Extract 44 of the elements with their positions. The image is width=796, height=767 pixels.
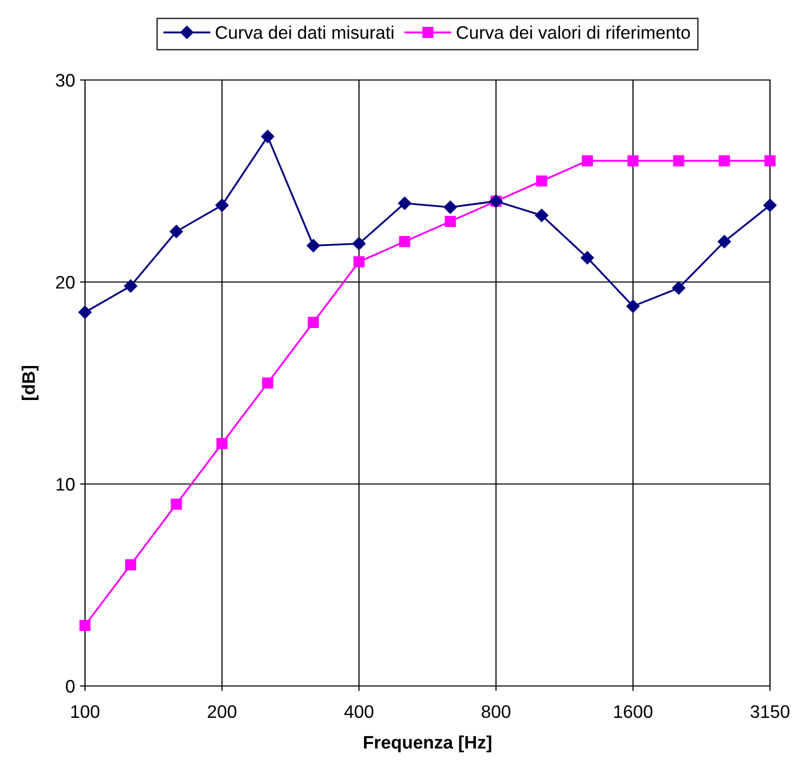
point: [262, 377, 274, 389]
point: [261, 130, 274, 144]
point: [78, 306, 92, 319]
x-tick-label: 400: [344, 705, 374, 718]
y-tick-label: 0: [66, 680, 75, 693]
x-tick-label: 3150: [750, 705, 790, 718]
y-axis-title: [dB]: [22, 366, 39, 400]
point: [170, 224, 183, 238]
point: [215, 198, 229, 212]
point: [353, 256, 365, 268]
point: [216, 438, 228, 450]
point: [124, 279, 138, 293]
point: [125, 559, 136, 570]
point: [718, 235, 731, 248]
y-tick-label: 20: [56, 276, 75, 289]
point: [718, 155, 730, 166]
y-tick-label: 10: [56, 478, 75, 491]
point: [673, 155, 684, 166]
point: [79, 620, 91, 631]
point: [626, 300, 640, 313]
x-tick-label: 1600: [614, 705, 652, 718]
point: [763, 198, 777, 212]
point: [627, 155, 639, 166]
x-axis-title: Frequenza [Hz]: [364, 735, 492, 752]
point: [352, 237, 366, 250]
point: [306, 239, 320, 252]
point: [580, 251, 594, 264]
point: [398, 196, 412, 210]
x-tick-label: 100: [71, 705, 100, 718]
point: [444, 200, 457, 214]
x-tick-label: 200: [208, 705, 236, 718]
point: [170, 498, 182, 510]
x-tick-label: 800: [482, 705, 510, 718]
point: [582, 155, 593, 166]
point: [672, 281, 686, 295]
point: [536, 175, 548, 187]
point: [535, 208, 548, 222]
point: [764, 155, 776, 166]
point: [308, 316, 319, 328]
legend-label: Curva dei valori di riferimento: [456, 26, 690, 39]
point: [399, 236, 410, 248]
y-tick-label: 30: [56, 74, 75, 87]
point: [444, 216, 456, 227]
legend-label: Curva dei dati misurati: [216, 26, 394, 39]
